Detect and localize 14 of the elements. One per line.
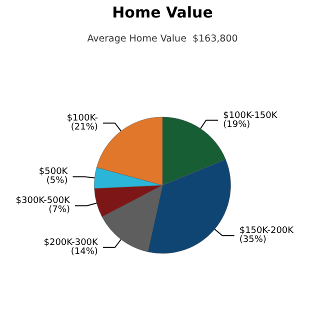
chart-title: Home Value [112, 4, 213, 22]
data-label: (19%) [223, 120, 250, 130]
data-label: (35%) [239, 235, 266, 246]
slice-label: $300K-500K [16, 196, 72, 206]
data-label: (14%) [70, 246, 98, 257]
slice-label: $150K-200K [239, 226, 295, 236]
slice-label: $100K- [66, 114, 98, 124]
slice-label: $200K-300K [44, 238, 100, 248]
data-label: (5%) [46, 176, 68, 186]
slice-label: $100K-150K [223, 110, 278, 121]
chart-subtitle: Average Home Value $163,800 [87, 34, 238, 44]
slice-label: $500K [38, 167, 69, 178]
data-label: (21%) [70, 122, 98, 133]
data-label: (7%) [48, 205, 70, 216]
